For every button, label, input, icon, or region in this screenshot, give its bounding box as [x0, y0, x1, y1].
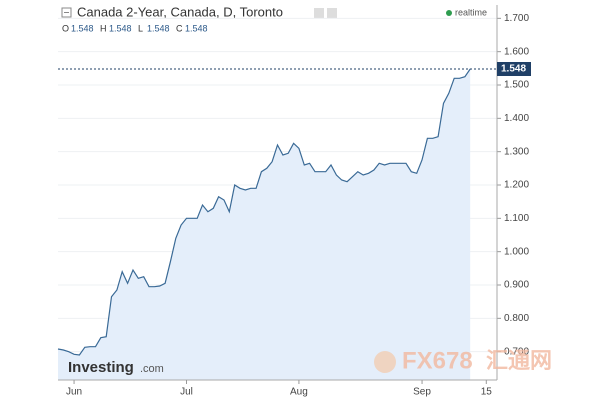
- site-watermark-cn: 汇通网: [486, 348, 552, 373]
- brand-watermark: Investing: [68, 359, 134, 376]
- x-tick-label: Aug: [290, 387, 308, 398]
- ohlc-value: 1.548: [71, 23, 94, 33]
- brand-watermark-suffix: .com: [140, 363, 164, 375]
- y-tick-label: 1.300: [504, 146, 529, 157]
- ohlc: O 1.548 H 1.548 L 1.548 C 1.548: [62, 23, 208, 33]
- y-tick-label: 1.000: [504, 246, 529, 257]
- last-price-label: 1.548: [501, 64, 526, 75]
- line: [57, 68, 471, 356]
- last-price-tag: [497, 62, 531, 76]
- y-tick-label: 0.800: [504, 313, 529, 324]
- y-tick-label: 1.200: [504, 180, 529, 191]
- y-tick-label: 0.700: [504, 346, 529, 357]
- x-tick-label: 15: [481, 387, 493, 398]
- ohlc-label: L: [138, 23, 143, 33]
- chart-title: Canada 2-Year, Canada, D, Toronto: [77, 4, 283, 19]
- site-logo: [374, 351, 396, 373]
- collapse-icon[interactable]: [61, 7, 72, 18]
- y-tick-label: 1.700: [504, 13, 529, 24]
- ohlc-label: C: [176, 23, 183, 33]
- ohlc-value: 1.548: [185, 23, 208, 33]
- status-dot: [446, 10, 452, 16]
- x-tick-label: Jul: [180, 387, 193, 398]
- area: [58, 69, 471, 380]
- y-tick-label: 1.100: [504, 213, 529, 224]
- y-tick-label: 1.400: [504, 113, 529, 124]
- x-tick-label: Sep: [413, 387, 431, 398]
- y-tick-label: 1.600: [504, 46, 529, 57]
- ohlc-value: 1.548: [147, 23, 170, 33]
- x-tick-label: Jun: [66, 387, 82, 398]
- ohlc-label: O: [62, 23, 69, 33]
- y-tick-label: 1.500: [504, 80, 529, 91]
- y-tick-label: 0.900: [504, 280, 529, 291]
- plot: 0.700 0.800 0.900 1.000 1.100 1.200 1.300 1.400…: [57, 5, 531, 398]
- close-icon[interactable]: [327, 8, 337, 18]
- site-watermark: FX678: [402, 347, 473, 374]
- ohlc-label: H: [100, 23, 107, 33]
- status: realtime: [455, 7, 487, 17]
- ohlc-value: 1.548: [109, 23, 132, 33]
- settings-icon[interactable]: [314, 8, 324, 18]
